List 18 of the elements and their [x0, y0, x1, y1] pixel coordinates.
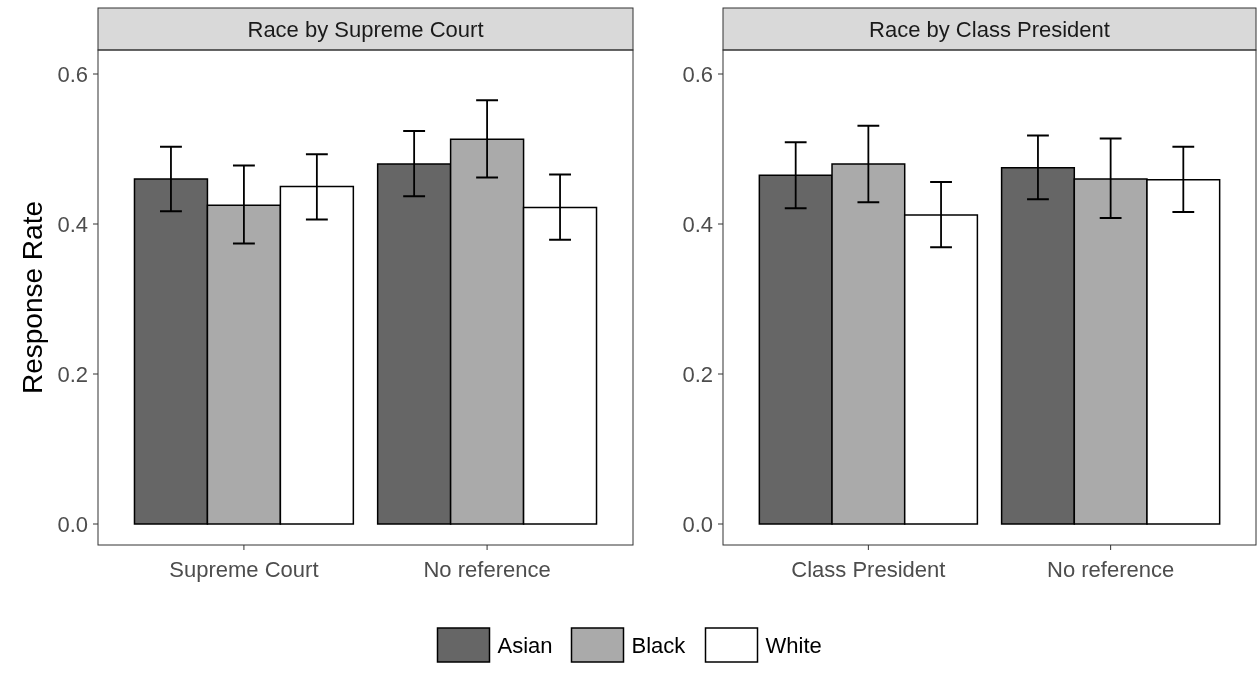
y-tick-label: 0.0 [57, 511, 88, 537]
y-tick-label: 0.6 [57, 61, 88, 87]
y-tick-label: 0.2 [57, 361, 88, 387]
legend-label: Asian [497, 632, 553, 658]
x-tick-label: No reference [1047, 557, 1175, 582]
y-tick-label: 0.4 [682, 211, 713, 237]
x-tick-label: Class President [791, 557, 946, 582]
x-tick-label: No reference [423, 557, 551, 582]
y-tick-label: 0.4 [57, 211, 88, 237]
y-tick-label: 0.2 [682, 361, 713, 387]
y-axis-title: Response Rate [17, 200, 48, 395]
y-tick-label: 0.0 [682, 511, 713, 537]
legend-label: Black [631, 632, 687, 658]
y-tick-label: 0.6 [682, 61, 713, 87]
chart-title: Race by Supreme Court [247, 17, 484, 42]
x-tick-label: Supreme Court [169, 557, 319, 582]
legend-label: White [765, 632, 822, 658]
chart-title: Race by Class President [869, 17, 1110, 42]
